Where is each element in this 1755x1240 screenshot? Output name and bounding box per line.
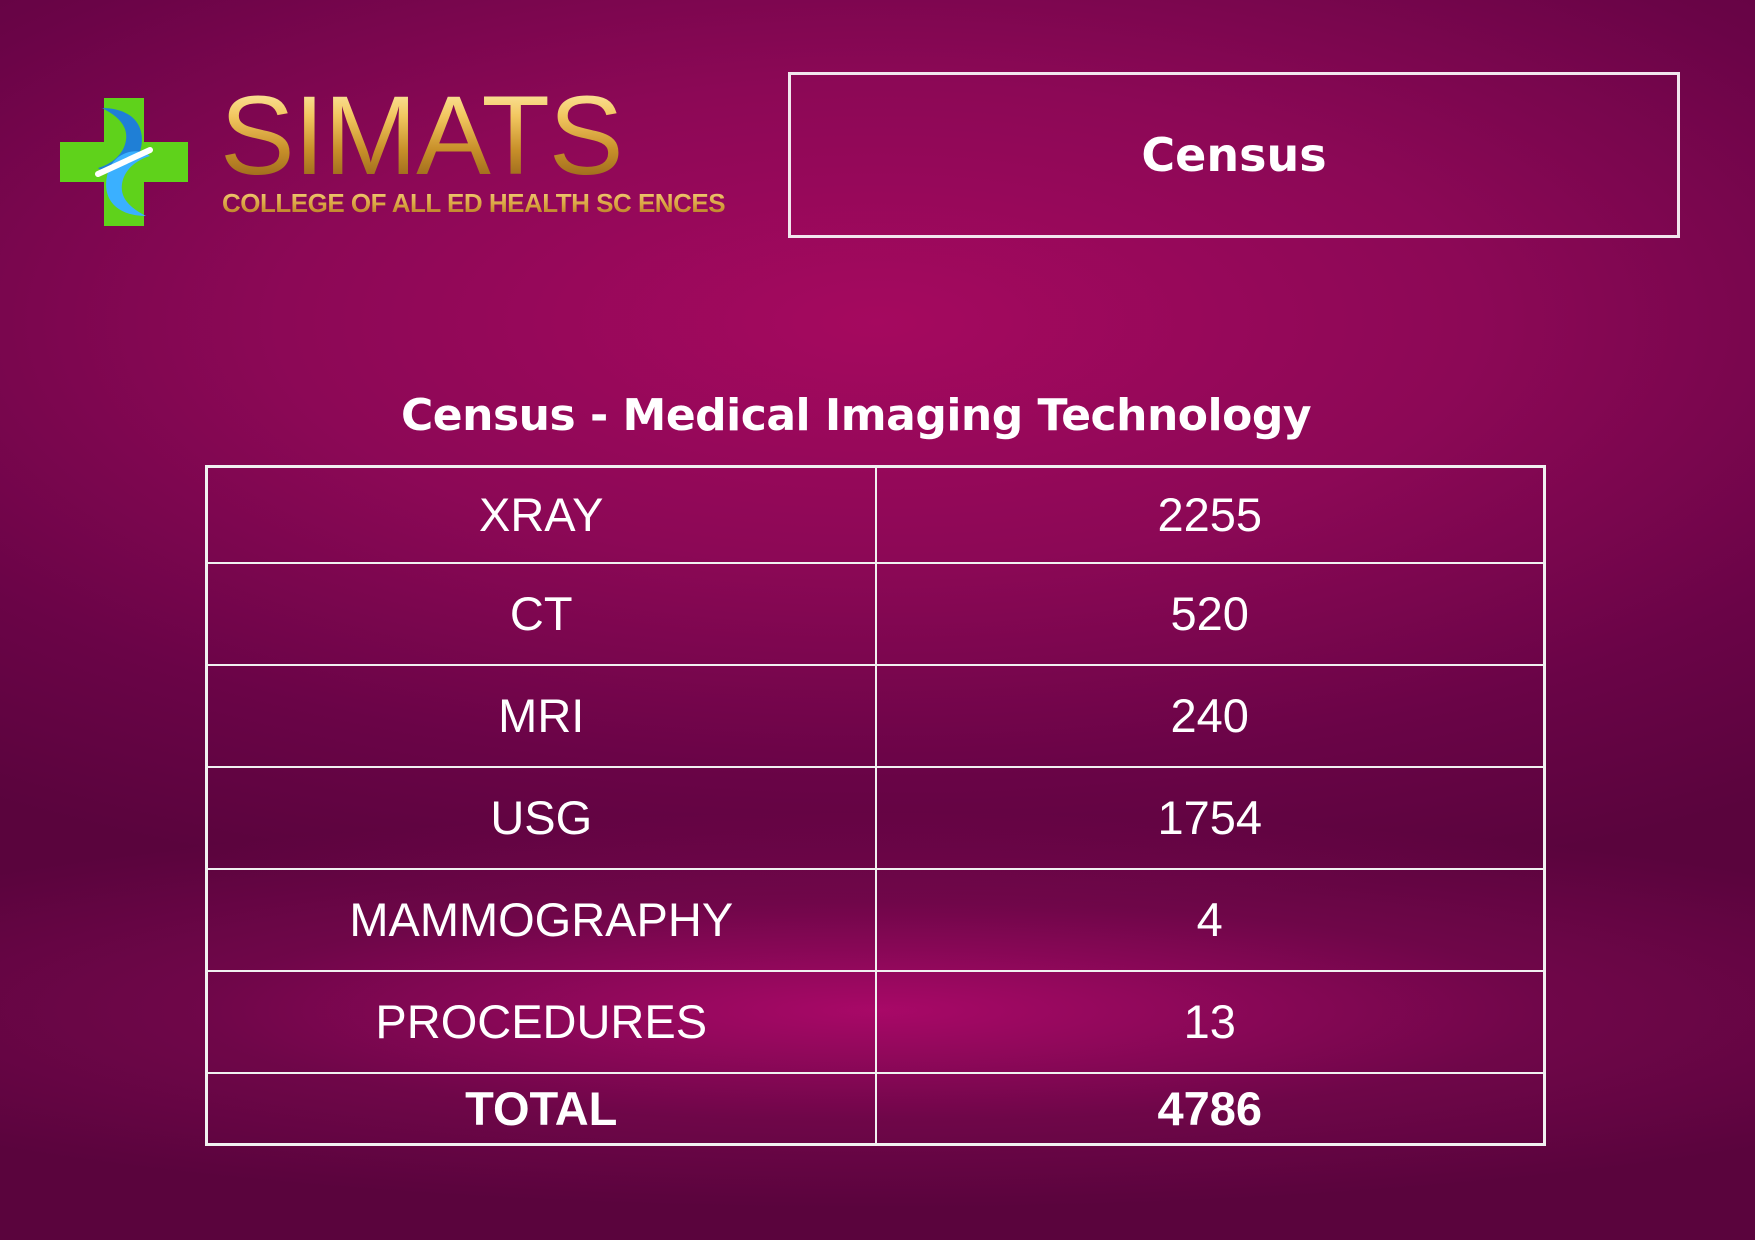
census-table: XRAY 2255 CT 520 MRI 240 USG 1754 MAMMOG… xyxy=(205,465,1546,1146)
total-value-cell: 4786 xyxy=(874,1071,1546,1146)
total-label-cell: TOTAL xyxy=(205,1071,877,1146)
count-cell: 13 xyxy=(874,969,1546,1074)
table-row: PROCEDURES 13 xyxy=(205,969,1546,1074)
table-heading: Census - Medical Imaging Technology xyxy=(400,390,1312,441)
modality-cell: MRI xyxy=(205,663,877,768)
logo-wordmark: SIMATS xyxy=(220,73,624,198)
slide-title: Census xyxy=(1141,128,1327,182)
modality-cell: PROCEDURES xyxy=(205,969,877,1074)
table-row: XRAY 2255 xyxy=(205,465,1546,564)
table-row: CT 520 xyxy=(205,561,1546,666)
title-box: Census xyxy=(788,72,1680,238)
table-row: USG 1754 xyxy=(205,765,1546,870)
count-cell: 240 xyxy=(874,663,1546,768)
simats-logo: SIMATS COLLEGE OF ALL ED HEALTH SC ENCES xyxy=(60,80,760,232)
modality-cell: USG xyxy=(205,765,877,870)
count-cell: 4 xyxy=(874,867,1546,972)
count-cell: 1754 xyxy=(874,765,1546,870)
count-cell: 520 xyxy=(874,561,1546,666)
logo-subtitle: COLLEGE OF ALL ED HEALTH SC ENCES xyxy=(222,188,726,218)
modality-cell: XRAY xyxy=(205,465,877,564)
medical-cross-logo-icon xyxy=(60,98,188,226)
count-cell: 2255 xyxy=(874,465,1546,564)
modality-cell: MAMMOGRAPHY xyxy=(205,867,877,972)
total-row: TOTAL 4786 xyxy=(205,1071,1546,1146)
modality-cell: CT xyxy=(205,561,877,666)
table-row: MRI 240 xyxy=(205,663,1546,768)
table-row: MAMMOGRAPHY 4 xyxy=(205,867,1546,972)
